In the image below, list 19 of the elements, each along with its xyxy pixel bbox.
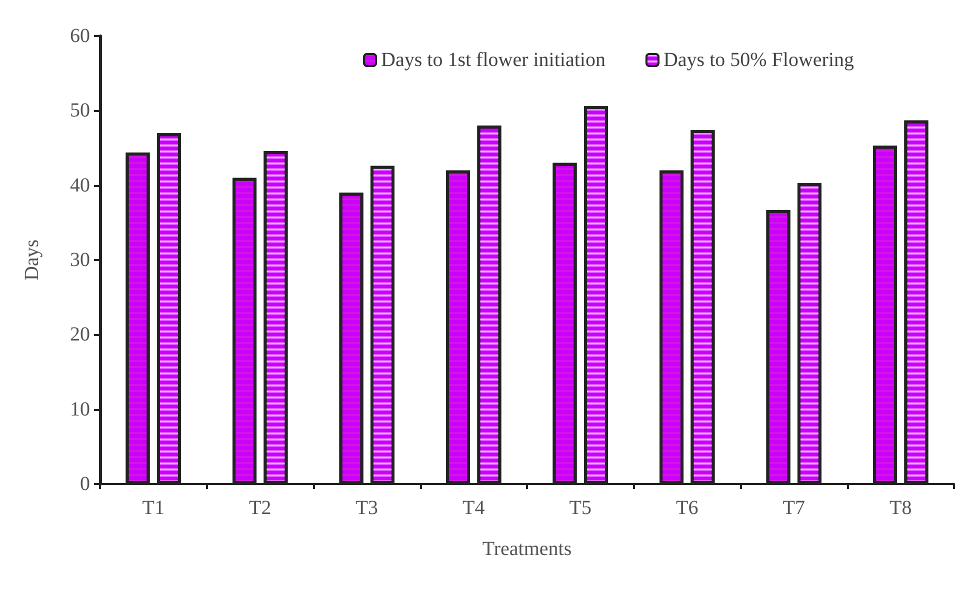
legend-label: Days to 50% Flowering <box>663 49 854 71</box>
y-tick-label: 20 <box>70 324 90 346</box>
x-tick-label: T8 <box>890 497 912 519</box>
legend-label: Days to 1st flower initiation <box>381 49 606 71</box>
x-tick-label: T4 <box>462 497 485 519</box>
y-tick-label: 0 <box>80 473 90 495</box>
y-axis-title: Days <box>21 239 43 281</box>
x-tick-label: T7 <box>782 497 805 519</box>
y-tick-label: 40 <box>70 174 90 196</box>
x-tick-label: T6 <box>676 497 698 519</box>
x-tick-label: T5 <box>569 497 592 519</box>
y-tick-label: 10 <box>70 398 90 420</box>
x-axis-title: Treatments <box>482 538 572 560</box>
x-tick-label: T2 <box>249 497 272 519</box>
y-tick-label: 60 <box>70 25 90 47</box>
x-tick-label: T1 <box>142 497 164 519</box>
y-tick-label: 50 <box>70 100 90 122</box>
y-tick-label: 30 <box>70 249 90 271</box>
x-tick-label: T3 <box>356 497 378 519</box>
